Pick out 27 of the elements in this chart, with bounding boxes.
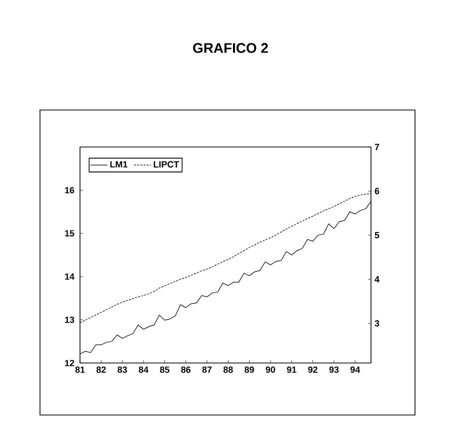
y2-tick-label: 3 [374, 320, 380, 326]
chart-title: GRAFICO 2 [193, 43, 268, 53]
y-tick-label: 16 [65, 187, 74, 194]
x-tick-label: 86 [181, 366, 190, 373]
x-tick-label: 81 [75, 366, 85, 373]
x-tick-label: 91 [286, 366, 296, 373]
y2-tick-label: 6 [374, 188, 380, 194]
y2-tick-label: 7 [374, 144, 380, 150]
y-tick-label: 14 [65, 274, 74, 280]
x-tick-label: 94 [350, 366, 360, 373]
legend-label: LIPCT [154, 161, 180, 168]
x-tick-label: 87 [202, 366, 212, 373]
x-tick-label: 83 [118, 366, 127, 373]
y2-tick-label: 5 [374, 232, 380, 238]
x-tick-label: 88 [223, 366, 233, 373]
x-tick-label: 82 [96, 366, 106, 373]
y2-tick-label: 4 [374, 276, 380, 282]
legend-label: LM1 [110, 161, 128, 168]
y-tick-label: 12 [65, 360, 74, 366]
x-tick-label: 89 [244, 366, 254, 373]
x-tick-label: 93 [329, 366, 339, 373]
y-tick-label: 15 [65, 230, 74, 237]
x-tick-label: 85 [160, 366, 170, 373]
x-tick-label: 92 [308, 366, 318, 373]
x-tick-label: 84 [138, 366, 148, 373]
x-tick-label: 90 [266, 366, 276, 373]
y-tick-label: 13 [65, 316, 74, 323]
